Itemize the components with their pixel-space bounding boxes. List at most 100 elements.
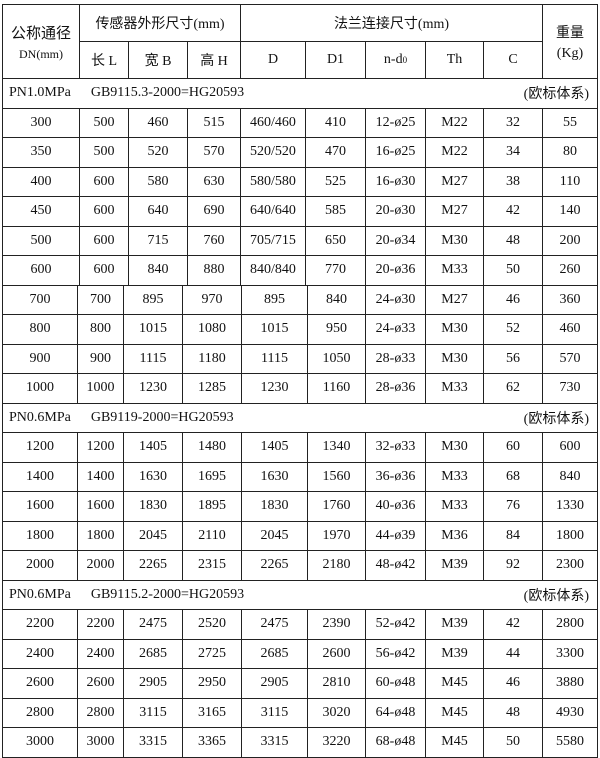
table-row: 1600 1600 1830 1895 1830 1760 40-ø36 M33 76 1330 bbox=[2, 492, 598, 522]
table-row: 2600 2600 2905 2950 2905 2810 60-ø48 M45 46 3880 bbox=[2, 669, 598, 699]
table-cell: M30 bbox=[425, 226, 483, 255]
table-cell: 60 bbox=[483, 433, 542, 462]
table-cell: 2180 bbox=[307, 551, 365, 580]
table-cell: 2045 bbox=[241, 521, 307, 550]
sensor-group-header: 传感器外形尺寸(mm) bbox=[79, 5, 240, 41]
table-cell: 28-ø33 bbox=[365, 344, 425, 373]
table-cell: 2950 bbox=[182, 669, 241, 698]
table-cell: 110 bbox=[542, 167, 598, 196]
table-cell: M22 bbox=[425, 138, 483, 167]
col-height: 高 H bbox=[187, 41, 240, 78]
table-cell: 970 bbox=[182, 285, 241, 314]
table-row: 1000 1000 1230 1285 1230 1160 28-ø36 M33 62 730 bbox=[2, 374, 598, 404]
table-cell: 68-ø48 bbox=[365, 728, 425, 757]
table-cell: 1230 bbox=[241, 374, 307, 403]
table-row: 700 700 895 970 895 840 24-ø30 M27 46 360 bbox=[2, 285, 598, 315]
table-cell: 42 bbox=[483, 197, 542, 226]
table-cell: 3365 bbox=[182, 728, 241, 757]
table-cell: M27 bbox=[425, 285, 483, 314]
table-cell: 1015 bbox=[123, 315, 182, 344]
table-cell: 60-ø48 bbox=[365, 669, 425, 698]
table-cell: 1400 bbox=[77, 462, 123, 491]
table-cell: 3220 bbox=[307, 728, 365, 757]
table-cell: 1600 bbox=[77, 492, 123, 521]
flange-standard: GB9119-2000=HG20593 bbox=[90, 409, 234, 425]
table-cell: 460 bbox=[128, 108, 187, 137]
table-cell: 2265 bbox=[241, 551, 307, 580]
weight-header: 重量 (Kg) bbox=[542, 5, 598, 78]
table-cell: 2300 bbox=[542, 551, 598, 580]
table-cell: M45 bbox=[425, 728, 483, 757]
table-cell: 36-ø36 bbox=[365, 462, 425, 491]
table-cell: 52 bbox=[483, 315, 542, 344]
standard-system: (欧标体系) bbox=[523, 588, 589, 604]
table-cell: 300 bbox=[2, 108, 79, 137]
table-cell: 1340 bbox=[307, 433, 365, 462]
table-cell: 2265 bbox=[123, 551, 182, 580]
table-cell: 2810 bbox=[307, 669, 365, 698]
table-cell: 1800 bbox=[2, 521, 77, 550]
table-cell: 580/580 bbox=[240, 167, 305, 196]
table-cell: 3000 bbox=[2, 728, 77, 757]
table-cell: 1200 bbox=[2, 433, 77, 462]
table-cell: 460 bbox=[542, 315, 598, 344]
table-cell: 3300 bbox=[542, 639, 598, 668]
col-th: Th bbox=[425, 41, 483, 78]
table-row: 800 800 1015 1080 1015 950 24-ø33 M30 52 460 bbox=[2, 315, 598, 345]
col-d1: D1 bbox=[305, 41, 365, 78]
table-cell: 630 bbox=[187, 167, 240, 196]
table-cell: 260 bbox=[542, 256, 598, 285]
table-cell: 900 bbox=[77, 344, 123, 373]
table-cell: 1895 bbox=[182, 492, 241, 521]
table-cell: 2685 bbox=[241, 639, 307, 668]
table-cell: 2600 bbox=[307, 639, 365, 668]
table-cell: 760 bbox=[187, 226, 240, 255]
table-row: 300 500 460 515 460/460 410 12-ø25 M22 32 55 bbox=[2, 108, 598, 138]
table-cell: 200 bbox=[542, 226, 598, 255]
table-row: 2000 2000 2265 2315 2265 2180 48-ø42 M39 92 2300 bbox=[2, 551, 598, 581]
table-cell: 1000 bbox=[77, 374, 123, 403]
table-cell: 2200 bbox=[2, 610, 77, 639]
table-cell: 600 bbox=[79, 226, 128, 255]
table-cell: 2800 bbox=[77, 698, 123, 727]
table-row: 350 500 520 570 520/520 470 16-ø25 M22 34 80 bbox=[2, 138, 598, 168]
table-cell: 3315 bbox=[123, 728, 182, 757]
table-cell: 1330 bbox=[542, 492, 598, 521]
table-cell: 68 bbox=[483, 462, 542, 491]
table-cell: 44 bbox=[483, 639, 542, 668]
table-cell: M30 bbox=[425, 433, 483, 462]
table-cell: 2520 bbox=[182, 610, 241, 639]
table-cell: 2600 bbox=[77, 669, 123, 698]
table-cell: 500 bbox=[79, 138, 128, 167]
table-cell: 38 bbox=[483, 167, 542, 196]
table-row: 400 600 580 630 580/580 525 16-ø30 M27 38 110 bbox=[2, 167, 598, 197]
table-cell: 515 bbox=[187, 108, 240, 137]
table-cell: 2315 bbox=[182, 551, 241, 580]
table-cell: 900 bbox=[2, 344, 77, 373]
table-cell: 410 bbox=[305, 108, 365, 137]
dn-unit: DN(mm) bbox=[19, 46, 63, 61]
dn-header: 公称通径 DN(mm) bbox=[2, 5, 79, 78]
table-cell: 600 bbox=[2, 256, 79, 285]
col-n-d0-subscript: 0 bbox=[402, 55, 408, 65]
table-row: 2800 2800 3115 3165 3115 3020 64-ø48 M45 48 4930 bbox=[2, 698, 598, 728]
table-cell: 40-ø36 bbox=[365, 492, 425, 521]
table-cell: 500 bbox=[79, 108, 128, 137]
table-row: 2400 2400 2685 2725 2685 2600 56-ø42 M39 44 3300 bbox=[2, 639, 598, 669]
table-cell: 20-ø30 bbox=[365, 197, 425, 226]
table-cell: M45 bbox=[425, 698, 483, 727]
col-c: C bbox=[483, 41, 542, 78]
table-cell: 1115 bbox=[241, 344, 307, 373]
table-cell: 585 bbox=[305, 197, 365, 226]
weight-unit: (Kg) bbox=[556, 45, 584, 61]
table-row: 1200 1200 1405 1480 1405 1340 32-ø33 M30 60 600 bbox=[2, 433, 598, 463]
col-n-d0: n-d 0 bbox=[365, 41, 425, 78]
table-cell: 840/840 bbox=[240, 256, 305, 285]
table-body: PN1.0MPa GB9115.3-2000=HG20593 (欧标体系) 300 50… bbox=[2, 79, 598, 758]
table-row: 600 600 840 880 840/840 770 20-ø36 M33 50 260 bbox=[2, 256, 598, 286]
table-cell: 840 bbox=[128, 256, 187, 285]
table-cell: 1015 bbox=[241, 315, 307, 344]
table-cell: 3000 bbox=[77, 728, 123, 757]
table-cell: 34 bbox=[483, 138, 542, 167]
table-cell: M33 bbox=[425, 256, 483, 285]
